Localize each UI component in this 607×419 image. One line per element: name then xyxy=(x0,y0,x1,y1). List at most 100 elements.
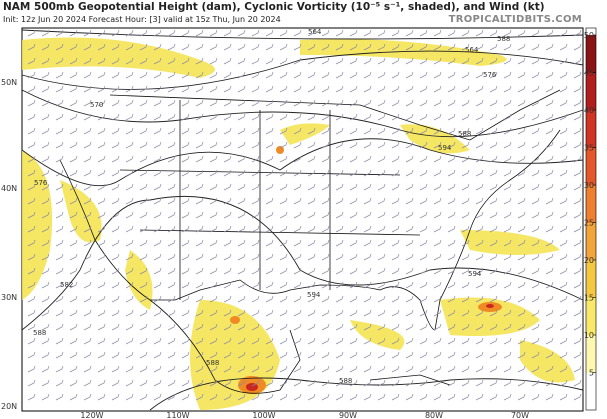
wind-barb xyxy=(475,337,484,345)
wind-barb xyxy=(27,239,36,247)
wind-barb xyxy=(69,309,78,317)
wind-barb xyxy=(321,99,330,107)
wind-barb xyxy=(293,267,302,275)
wind-barb xyxy=(27,351,36,359)
wind-barb xyxy=(223,169,232,177)
wind-barb xyxy=(111,29,120,37)
wind-barb xyxy=(531,155,540,163)
wind-barb xyxy=(181,85,190,93)
wind-barb xyxy=(125,155,134,163)
wind-barb xyxy=(503,57,512,65)
wind-barb xyxy=(237,99,246,107)
wind-barb xyxy=(517,29,526,37)
wind-barb xyxy=(573,169,582,177)
wind-barb xyxy=(153,155,162,163)
wind-barb xyxy=(321,71,330,79)
wind-barb xyxy=(293,197,302,205)
contour-label: 564 xyxy=(465,46,479,54)
wind-barb xyxy=(461,351,470,359)
wind-barb xyxy=(237,57,246,65)
wind-barb xyxy=(545,85,554,93)
wind-barb xyxy=(237,379,246,387)
wind-barb xyxy=(433,309,442,317)
wind-barb xyxy=(489,393,498,401)
wind-barb xyxy=(265,57,274,65)
wind-barb xyxy=(531,225,540,233)
wind-barb xyxy=(69,281,78,289)
wind-barb xyxy=(321,85,330,93)
wind-barb xyxy=(83,211,92,219)
wind-barb xyxy=(447,169,456,177)
wind-barb xyxy=(265,225,274,233)
wind-barb xyxy=(363,239,372,247)
wind-barb xyxy=(363,281,372,289)
wind-barb xyxy=(335,309,344,317)
wind-barb xyxy=(391,127,400,135)
wind-barb xyxy=(279,197,288,205)
wind-barb xyxy=(559,29,568,37)
wind-barb xyxy=(433,155,442,163)
wind-barb xyxy=(265,43,274,51)
wind-barb xyxy=(517,281,526,289)
wind-barb xyxy=(279,309,288,317)
wind-barb xyxy=(363,155,372,163)
wind-barb xyxy=(307,85,316,93)
wind-barb xyxy=(335,225,344,233)
wind-barb xyxy=(447,239,456,247)
wind-barb xyxy=(237,183,246,191)
lon-label: 110W xyxy=(166,411,189,419)
wind-barb xyxy=(27,57,36,65)
wind-barb xyxy=(489,323,498,331)
wind-barb xyxy=(405,29,414,37)
wind-barb xyxy=(531,29,540,37)
wind-barb xyxy=(461,379,470,387)
wind-barb xyxy=(265,239,274,247)
wind-barb xyxy=(349,197,358,205)
wind-barb xyxy=(251,323,260,331)
wind-barb xyxy=(69,155,78,163)
wind-barb xyxy=(209,267,218,275)
wind-barb xyxy=(223,183,232,191)
wind-barb xyxy=(573,43,582,51)
wind-barb xyxy=(489,155,498,163)
wind-barb xyxy=(139,127,148,135)
wind-barb xyxy=(97,267,106,275)
wind-barb xyxy=(349,225,358,233)
colorbar-segment xyxy=(586,185,596,192)
wind-barb xyxy=(573,113,582,121)
wind-barb xyxy=(405,197,414,205)
wind-barb xyxy=(349,365,358,373)
wind-barb xyxy=(545,309,554,317)
wind-barb xyxy=(181,281,190,289)
wind-barb xyxy=(559,57,568,65)
wind-barb xyxy=(531,197,540,205)
wind-barb xyxy=(517,57,526,65)
wind-barb xyxy=(447,309,456,317)
wind-barb xyxy=(181,169,190,177)
wind-barb xyxy=(419,309,428,317)
wind-barb xyxy=(265,295,274,303)
wind-barb xyxy=(363,365,372,373)
wind-barb xyxy=(307,309,316,317)
wind-barb xyxy=(447,71,456,79)
colorbar-segment xyxy=(586,353,596,361)
wind-barb xyxy=(237,309,246,317)
wind-barb xyxy=(517,379,526,387)
wind-barb xyxy=(69,113,78,121)
wind-barb xyxy=(83,281,92,289)
wind-barb xyxy=(447,57,456,65)
wind-barb xyxy=(195,365,204,373)
wind-barb xyxy=(573,155,582,163)
colorbar-segment xyxy=(586,147,596,155)
wind-barb xyxy=(97,71,106,79)
wind-barb xyxy=(363,85,372,93)
wind-barb xyxy=(139,85,148,93)
wind-barb xyxy=(41,197,50,205)
wind-barb xyxy=(237,393,246,401)
wind-barb xyxy=(573,127,582,135)
wind-barb xyxy=(69,379,78,387)
wind-barb xyxy=(475,29,484,37)
wind-barb xyxy=(111,183,120,191)
wind-barb xyxy=(503,253,512,261)
colorbar-segment xyxy=(586,222,596,230)
